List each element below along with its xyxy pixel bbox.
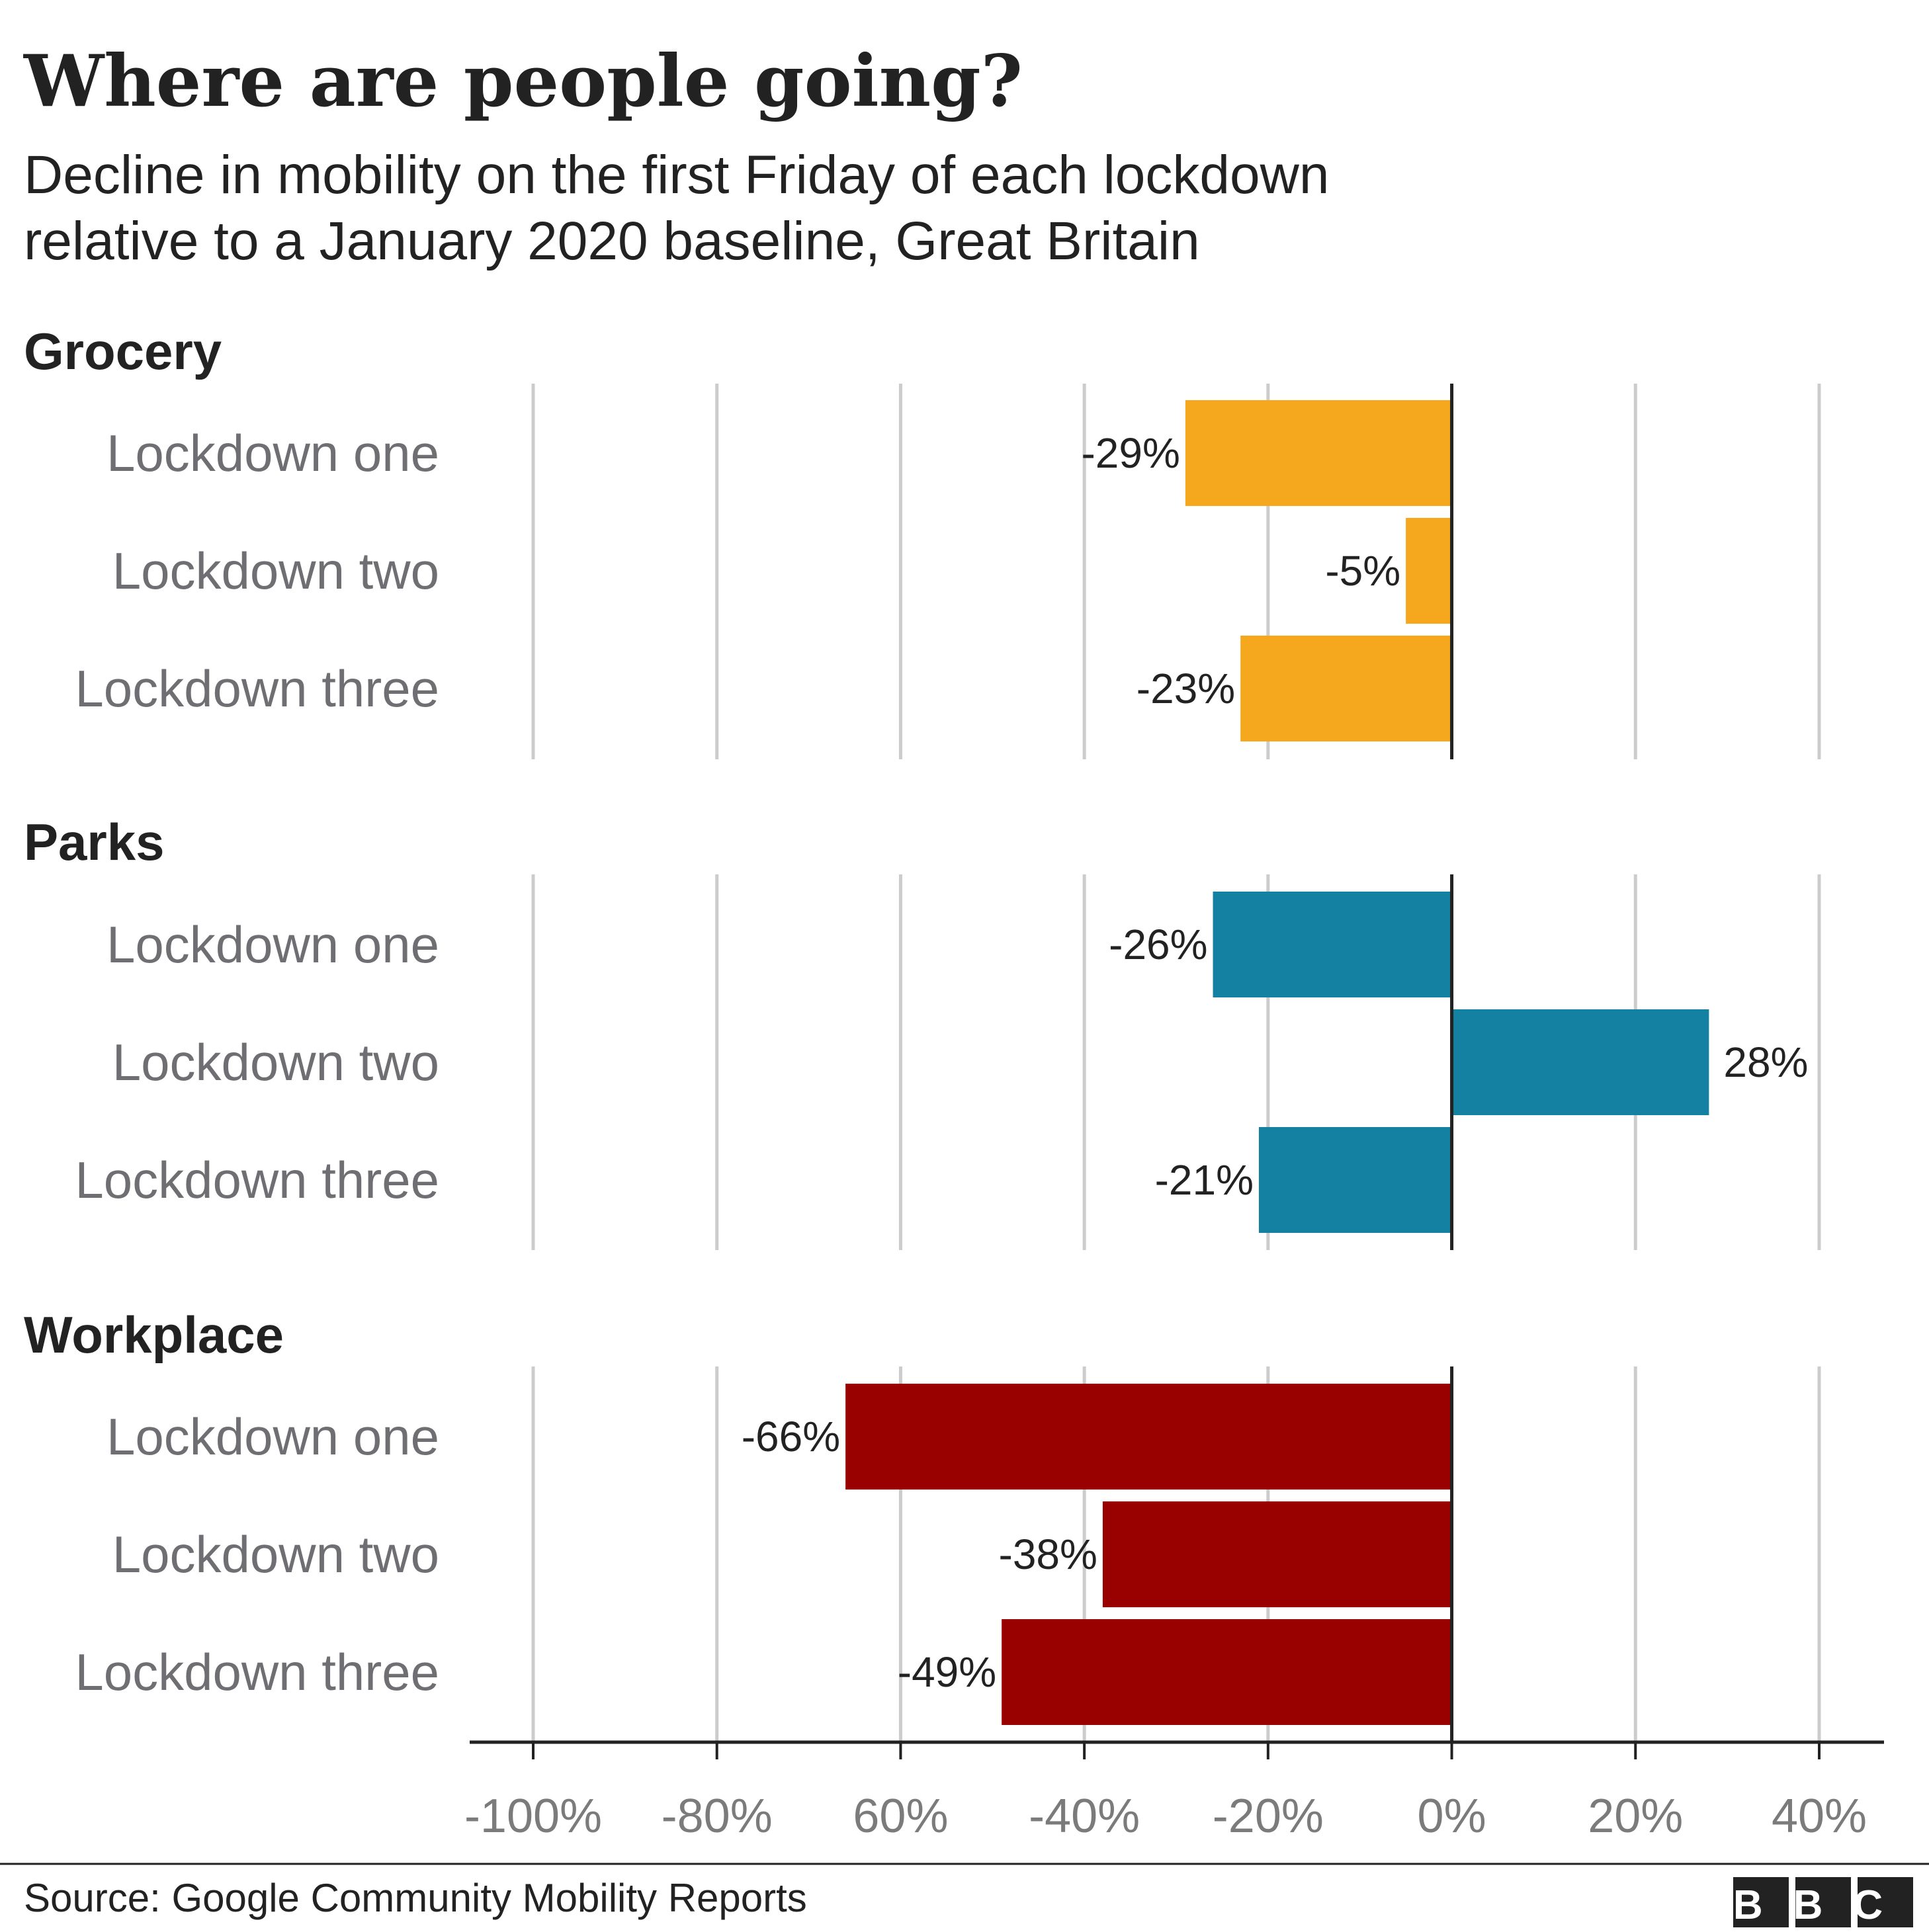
value-label-grocery: -23%: [1136, 665, 1235, 712]
bar-parks: [1213, 892, 1452, 997]
bar-workplace: [1002, 1619, 1452, 1725]
source-note: Source: Google Community Mobility Report…: [24, 1876, 807, 1920]
bbc-logo-block-3: [1858, 1877, 1913, 1927]
x-tick-label: 20%: [1588, 1790, 1683, 1843]
value-label-parks: -21%: [1155, 1156, 1254, 1204]
row-label-parks: Lockdown three: [75, 1151, 439, 1209]
value-label-workplace: -38%: [999, 1531, 1097, 1578]
chart-subtitle-line-1: Decline in mobility on the first Friday …: [24, 145, 1329, 205]
bar-parks: [1258, 1127, 1452, 1233]
bbc-logo-text: BBC: [1733, 1882, 1913, 1928]
row-label-parks: Lockdown one: [107, 915, 439, 974]
chart-subtitle-line-2: relative to a January 2020 baseline, Gre…: [24, 211, 1200, 271]
x-tick-label: 40%: [1772, 1790, 1867, 1843]
section-title-workplace: Workplace: [24, 1306, 284, 1364]
bbc-logo: BBC: [1733, 1877, 1913, 1928]
bbc-logo-block-2: [1795, 1877, 1851, 1927]
value-label-grocery: -5%: [1325, 547, 1400, 595]
bar-grocery: [1406, 518, 1452, 624]
bar-parks: [1451, 1009, 1709, 1115]
bar-workplace: [845, 1384, 1452, 1490]
row-label-grocery: Lockdown one: [107, 424, 439, 482]
bbc-logo-block-1: [1733, 1877, 1789, 1927]
bar-grocery: [1240, 636, 1452, 741]
x-tick-label: 60%: [853, 1790, 948, 1843]
bar-workplace: [1102, 1501, 1452, 1607]
row-label-workplace: Lockdown one: [107, 1407, 439, 1466]
row-label-grocery: Lockdown three: [75, 659, 439, 718]
value-label-parks: -26%: [1109, 921, 1207, 968]
x-tick-label: -80%: [662, 1790, 773, 1843]
value-label-workplace: -66%: [742, 1413, 840, 1460]
plot-area: Grocery Lockdown one -29% Lockdown two -5% Lo…: [24, 322, 1884, 1843]
x-tick-label: 0%: [1418, 1790, 1486, 1843]
section-title-grocery: Grocery: [24, 322, 222, 380]
value-label-grocery: -29%: [1081, 429, 1179, 477]
value-label-parks: 28%: [1723, 1038, 1808, 1086]
row-label-parks: Lockdown two: [112, 1033, 439, 1091]
x-tick-label: -40%: [1029, 1790, 1140, 1843]
section-title-parks: Parks: [24, 813, 165, 871]
chart-title: Where are people going?: [23, 40, 1023, 123]
bar-grocery: [1185, 400, 1452, 506]
x-tick-label: -100%: [464, 1790, 602, 1843]
row-label-grocery: Lockdown two: [112, 542, 439, 600]
x-tick-label: -20%: [1213, 1790, 1324, 1843]
row-label-workplace: Lockdown three: [75, 1643, 439, 1701]
value-label-workplace: -49%: [898, 1648, 996, 1696]
row-label-workplace: Lockdown two: [112, 1525, 439, 1583]
